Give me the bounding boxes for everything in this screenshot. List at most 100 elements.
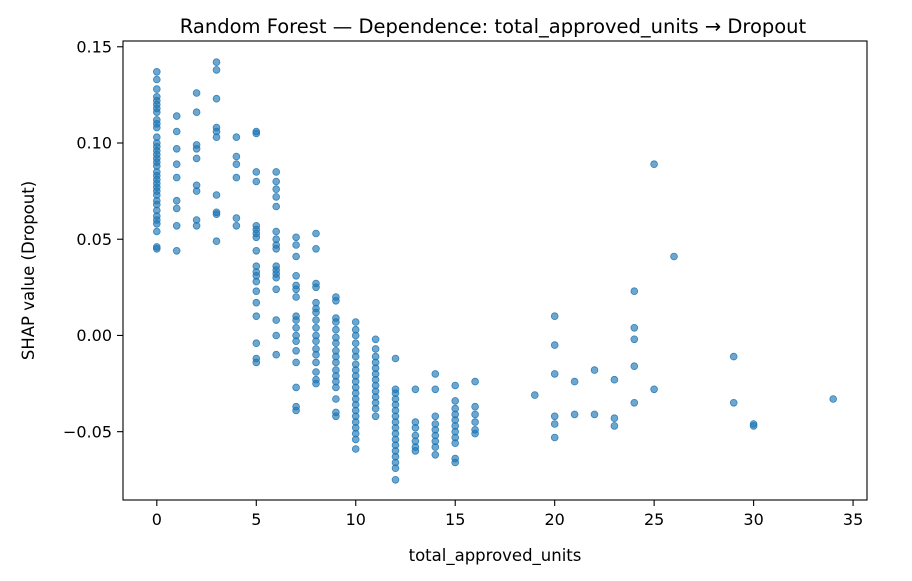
scatter-point <box>351 445 360 453</box>
scatter-point <box>630 362 639 371</box>
scatter-point <box>650 160 658 169</box>
scatter-point <box>272 316 281 324</box>
scatter-point <box>610 422 619 430</box>
scatter-point <box>411 423 420 432</box>
scatter-point <box>610 414 619 423</box>
scatter-point <box>272 331 281 340</box>
scatter-point <box>212 210 221 219</box>
x-tick-label: 5 <box>251 510 261 529</box>
scatter-point <box>272 177 281 186</box>
scatter-point <box>232 133 241 142</box>
scatter-point <box>192 222 201 230</box>
scatter-point <box>172 173 181 182</box>
scatter-point <box>232 222 241 230</box>
scatter-point <box>471 377 479 386</box>
y-tick-label: 0.15 <box>76 37 112 56</box>
y-tick-label: 0.00 <box>76 326 112 345</box>
scatter-point <box>411 385 420 394</box>
scatter-point <box>351 318 360 326</box>
scatter-point <box>332 296 340 305</box>
scatter-point <box>212 133 221 142</box>
scatter-point <box>332 318 340 326</box>
scatter-point <box>371 335 380 344</box>
x-tick-label: 35 <box>843 510 863 529</box>
scatter-point <box>312 316 320 324</box>
scatter-point <box>153 75 161 84</box>
scatter-point <box>630 287 639 296</box>
scatter-point <box>312 358 320 367</box>
scatter-point <box>550 420 559 428</box>
scatter-point <box>212 237 221 246</box>
scatter-point <box>292 241 300 249</box>
scatter-point <box>153 108 161 116</box>
scatter-point <box>610 375 619 384</box>
scatter-point <box>630 335 639 344</box>
scatter-point <box>550 370 559 378</box>
scatter-point <box>292 285 300 294</box>
scatter-point <box>292 337 300 346</box>
scatter-point <box>192 89 201 97</box>
scatter-point <box>272 227 281 236</box>
scatter-point <box>650 385 658 394</box>
scatter-point <box>570 410 579 419</box>
scatter-point <box>451 458 460 467</box>
scatter-point <box>172 112 181 120</box>
scatter-point <box>292 316 300 324</box>
scatter-point <box>272 193 281 201</box>
scatter-point <box>391 475 400 484</box>
scatter-point <box>272 202 281 211</box>
scatter-point <box>431 370 440 378</box>
scatter-point <box>252 358 261 367</box>
scatter-point <box>252 247 261 255</box>
scatter-point <box>172 145 181 153</box>
chart-title: Random Forest — Dependence: total_approv… <box>180 15 807 38</box>
scatter-point <box>252 233 261 242</box>
scatter-point <box>411 447 420 455</box>
scatter-point <box>451 397 460 405</box>
plot-area-frame <box>122 40 868 501</box>
scatter-point <box>570 377 579 386</box>
scatter-point <box>431 412 440 421</box>
scatter-point <box>172 204 181 213</box>
x-tick-label: 20 <box>544 510 564 529</box>
scatter-points <box>153 58 837 484</box>
scatter-point <box>153 227 161 236</box>
scatter-point <box>332 325 340 334</box>
scatter-point <box>252 339 261 348</box>
scatter-point <box>371 404 380 413</box>
scatter-point <box>471 429 479 438</box>
scatter-point <box>312 379 320 388</box>
scatter-point <box>550 312 559 321</box>
scatter-point <box>451 439 460 448</box>
y-tick-label: −0.05 <box>63 422 112 441</box>
scatter-point <box>212 94 221 103</box>
x-tick-label: 0 <box>152 510 162 529</box>
scatter-point <box>292 358 300 367</box>
scatter-point <box>232 173 241 182</box>
scatter-point <box>332 339 340 348</box>
scatter-point <box>153 123 161 132</box>
scatter-point <box>630 323 639 332</box>
scatter-point <box>192 187 201 195</box>
scatter-point <box>550 412 559 421</box>
scatter-point <box>272 168 281 176</box>
y-tick-label: 0.10 <box>76 134 112 153</box>
scatter-point <box>172 247 181 255</box>
scatter-point <box>550 433 559 442</box>
scatter-point <box>371 345 380 353</box>
scatter-point <box>829 395 837 403</box>
scatter-point <box>292 406 300 415</box>
scatter-point <box>232 160 241 169</box>
scatter-point <box>471 410 479 419</box>
y-axis-label: SHAP value (Dropout) <box>19 181 38 360</box>
scatter-point <box>312 323 320 332</box>
scatter-point <box>312 368 320 376</box>
scatter-point <box>590 366 599 374</box>
scatter-point <box>252 168 261 176</box>
scatter-point <box>471 402 479 411</box>
scatter-point <box>153 85 161 93</box>
scatter-point <box>312 337 320 346</box>
scatter-point <box>252 312 261 321</box>
scatter-point <box>530 391 539 399</box>
scatter-point <box>212 66 221 74</box>
